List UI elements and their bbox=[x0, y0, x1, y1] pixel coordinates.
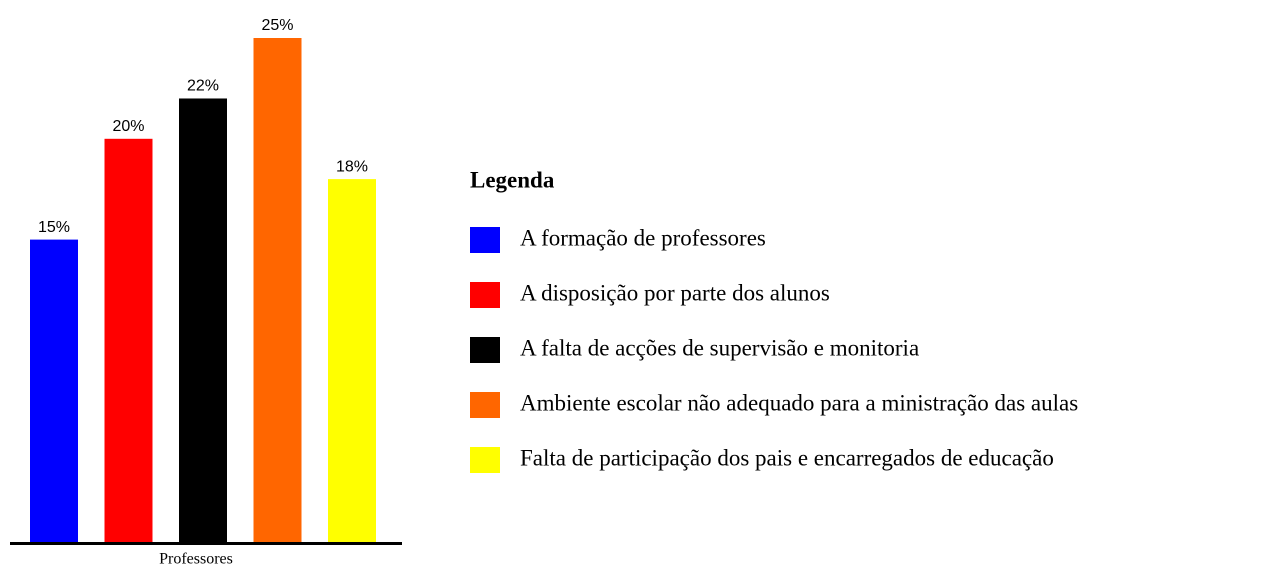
legend-swatch bbox=[470, 447, 500, 473]
legend-swatch bbox=[470, 282, 500, 308]
bar bbox=[104, 138, 153, 543]
legend-swatch bbox=[470, 227, 500, 253]
value-label: 25% bbox=[261, 17, 293, 34]
bar bbox=[30, 239, 78, 542]
value-label: 20% bbox=[112, 118, 144, 135]
legend-title: Legenda bbox=[470, 167, 555, 192]
value-label: 22% bbox=[187, 78, 219, 95]
legend-label: A falta de acções de supervisão e monito… bbox=[520, 335, 919, 360]
value-label: 18% bbox=[336, 158, 368, 175]
legend-swatch bbox=[470, 337, 500, 363]
legend-label: Ambiente escolar não adequado para a min… bbox=[520, 390, 1078, 415]
legend-label: A formação de professores bbox=[520, 225, 766, 250]
legend-label: Falta de participação dos pais e encarre… bbox=[520, 445, 1054, 470]
x-tick-label: Professores bbox=[159, 551, 233, 568]
bar bbox=[328, 179, 376, 542]
legend-label: A disposição por parte dos alunos bbox=[520, 280, 830, 305]
bar bbox=[253, 38, 302, 542]
value-label: 15% bbox=[38, 219, 70, 236]
legend-swatch bbox=[470, 392, 500, 418]
bar bbox=[179, 98, 227, 542]
